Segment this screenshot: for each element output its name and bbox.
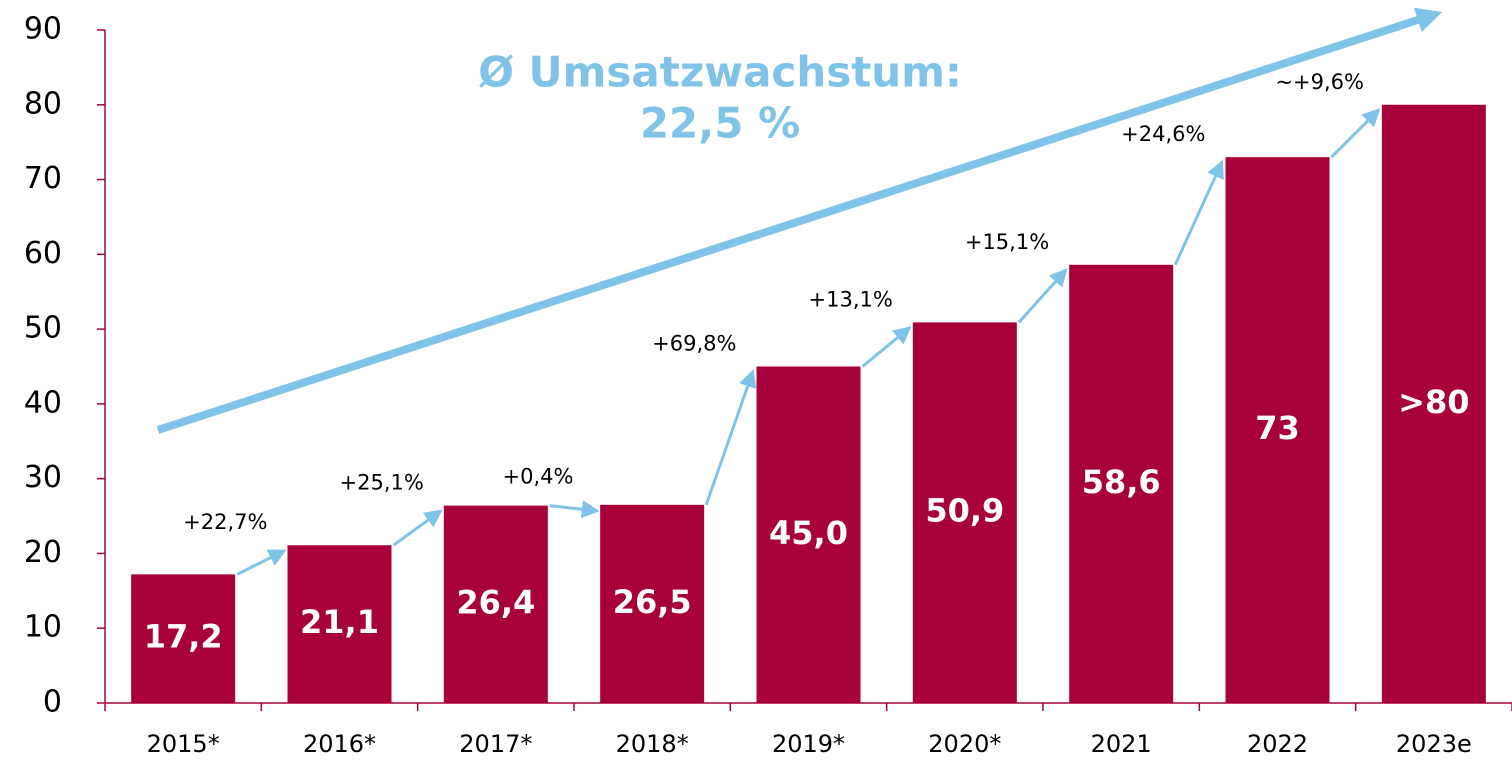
bar: [443, 505, 548, 703]
y-tick-label: 0: [43, 685, 62, 720]
growth-label: ~+9,6%: [1275, 70, 1364, 94]
value-label: 45,0: [769, 514, 848, 552]
growth-arrow: [236, 549, 287, 576]
x-tick-label: 2019*: [772, 730, 845, 758]
value-label: 73: [1255, 409, 1300, 447]
x-tick-label: 2020*: [928, 730, 1001, 758]
x-tick-label: 2018*: [616, 730, 689, 758]
y-tick-label: 40: [24, 385, 62, 420]
highlight-line: Ø Umsatzwachstum:: [478, 48, 962, 97]
growth-label: +0,4%: [503, 465, 574, 489]
y-tick-label: 70: [24, 161, 62, 196]
value-label: 21,1: [300, 603, 379, 641]
y-tick-label: 60: [24, 236, 62, 271]
bar: [756, 366, 861, 703]
bar: [912, 322, 1017, 703]
growth-label: +25,1%: [340, 471, 424, 495]
x-tick-label: 2015*: [147, 730, 220, 758]
growth-label: +69,8%: [652, 332, 736, 356]
growth-arrow: [861, 326, 912, 368]
x-tick-label: 2023e: [1396, 730, 1472, 758]
value-label: 26,5: [613, 583, 692, 621]
value-label: 17,2: [144, 618, 223, 656]
y-tick-label: 80: [24, 86, 62, 121]
growth-arrow: [1173, 159, 1224, 266]
bar: [1069, 264, 1174, 703]
bar: [1381, 104, 1486, 704]
x-tick-label: 2022: [1247, 730, 1308, 758]
growth-arrow: [1330, 108, 1381, 159]
growth-label: +24,6%: [1121, 122, 1205, 146]
trend-arrow: [156, 7, 1443, 434]
x-tick-label: 2021: [1091, 730, 1152, 758]
growth-arrow: [704, 369, 757, 506]
y-tick-label: 90: [24, 12, 62, 47]
bar: [287, 545, 392, 703]
value-label: 50,9: [925, 492, 1004, 530]
bar: [1225, 157, 1330, 704]
growth-arrow: [549, 500, 600, 519]
growth-arrow: [1017, 268, 1068, 324]
growth-arrow: [392, 509, 443, 547]
growth-label: +15,1%: [965, 230, 1049, 254]
bar: [600, 504, 705, 703]
x-tick-label: 2016*: [303, 730, 376, 758]
x-tick-label: 2017*: [459, 730, 532, 758]
value-label: >80: [1398, 383, 1469, 421]
y-tick-label: 20: [24, 535, 62, 570]
value-label: 58,6: [1082, 463, 1161, 501]
bar: [131, 574, 236, 703]
highlight-line: 22,5 %: [640, 99, 800, 148]
y-tick-label: 30: [24, 460, 62, 495]
y-tick-label: 10: [24, 610, 62, 645]
y-tick-label: 50: [24, 311, 62, 346]
growth-label: +22,7%: [183, 510, 267, 534]
growth-label: +13,1%: [809, 287, 893, 311]
value-label: 26,4: [456, 583, 535, 621]
